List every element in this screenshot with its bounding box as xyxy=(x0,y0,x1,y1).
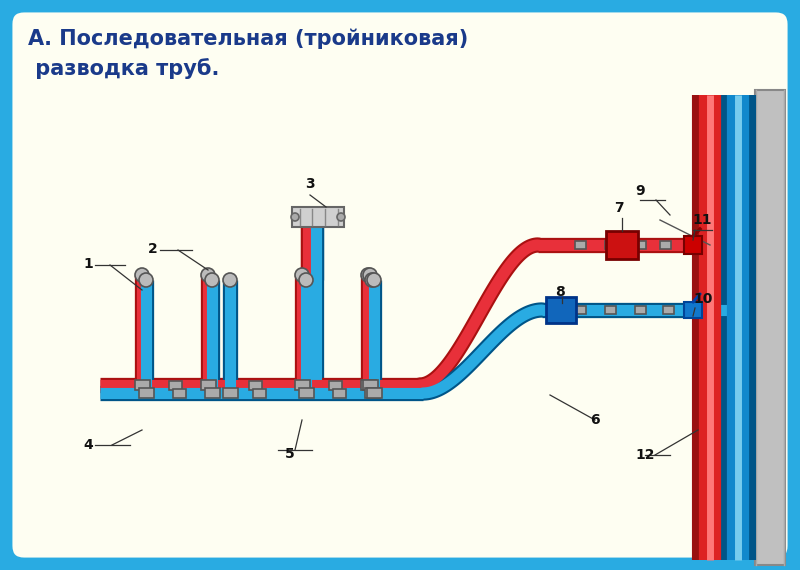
FancyBboxPatch shape xyxy=(10,10,790,560)
Text: 7: 7 xyxy=(614,201,624,215)
Bar xyxy=(690,306,701,314)
Text: 10: 10 xyxy=(693,292,712,306)
FancyBboxPatch shape xyxy=(3,3,797,567)
Circle shape xyxy=(223,273,237,287)
Bar xyxy=(662,306,674,314)
Text: 1: 1 xyxy=(83,257,93,271)
Text: А. Последовательная (тройниковая): А. Последовательная (тройниковая) xyxy=(28,28,468,49)
Bar xyxy=(173,389,186,397)
Bar xyxy=(169,381,182,389)
Bar xyxy=(365,388,379,398)
Text: 4: 4 xyxy=(83,438,93,452)
Bar xyxy=(292,207,344,227)
Text: 11: 11 xyxy=(692,213,711,227)
Bar xyxy=(684,236,702,254)
Text: 5: 5 xyxy=(285,447,294,461)
Bar xyxy=(222,388,238,398)
Text: 2: 2 xyxy=(148,242,158,256)
Circle shape xyxy=(205,273,219,287)
Bar xyxy=(606,231,638,259)
Circle shape xyxy=(337,213,345,221)
Circle shape xyxy=(139,273,153,287)
Bar xyxy=(755,90,785,565)
Bar xyxy=(134,380,150,390)
Circle shape xyxy=(299,273,313,287)
Circle shape xyxy=(135,268,149,282)
Circle shape xyxy=(201,268,215,282)
Bar xyxy=(634,241,646,249)
Text: 8: 8 xyxy=(555,285,565,299)
Bar xyxy=(294,380,310,390)
Bar xyxy=(249,381,262,389)
Bar xyxy=(366,388,382,398)
Bar xyxy=(138,388,154,398)
Bar xyxy=(329,381,342,389)
Bar xyxy=(659,241,670,249)
Circle shape xyxy=(367,273,381,287)
Bar xyxy=(546,297,576,323)
Bar xyxy=(684,302,702,318)
Circle shape xyxy=(363,268,377,282)
Bar xyxy=(634,306,646,314)
Text: 9: 9 xyxy=(635,184,645,198)
Bar xyxy=(253,389,266,397)
Text: 6: 6 xyxy=(590,413,600,427)
Bar xyxy=(574,306,586,314)
Bar xyxy=(574,241,586,249)
Text: разводка труб.: разводка труб. xyxy=(28,58,219,79)
Circle shape xyxy=(361,268,375,282)
Circle shape xyxy=(291,213,299,221)
Text: 12: 12 xyxy=(635,448,654,462)
Bar xyxy=(201,380,215,390)
Bar xyxy=(361,380,375,390)
Bar xyxy=(690,241,701,249)
Circle shape xyxy=(295,268,309,282)
Circle shape xyxy=(365,273,379,287)
Bar xyxy=(333,389,346,397)
Text: 3: 3 xyxy=(305,177,314,191)
Bar xyxy=(362,380,378,390)
Bar xyxy=(205,388,219,398)
Bar xyxy=(605,241,615,249)
Bar xyxy=(605,306,615,314)
Bar xyxy=(298,388,314,398)
